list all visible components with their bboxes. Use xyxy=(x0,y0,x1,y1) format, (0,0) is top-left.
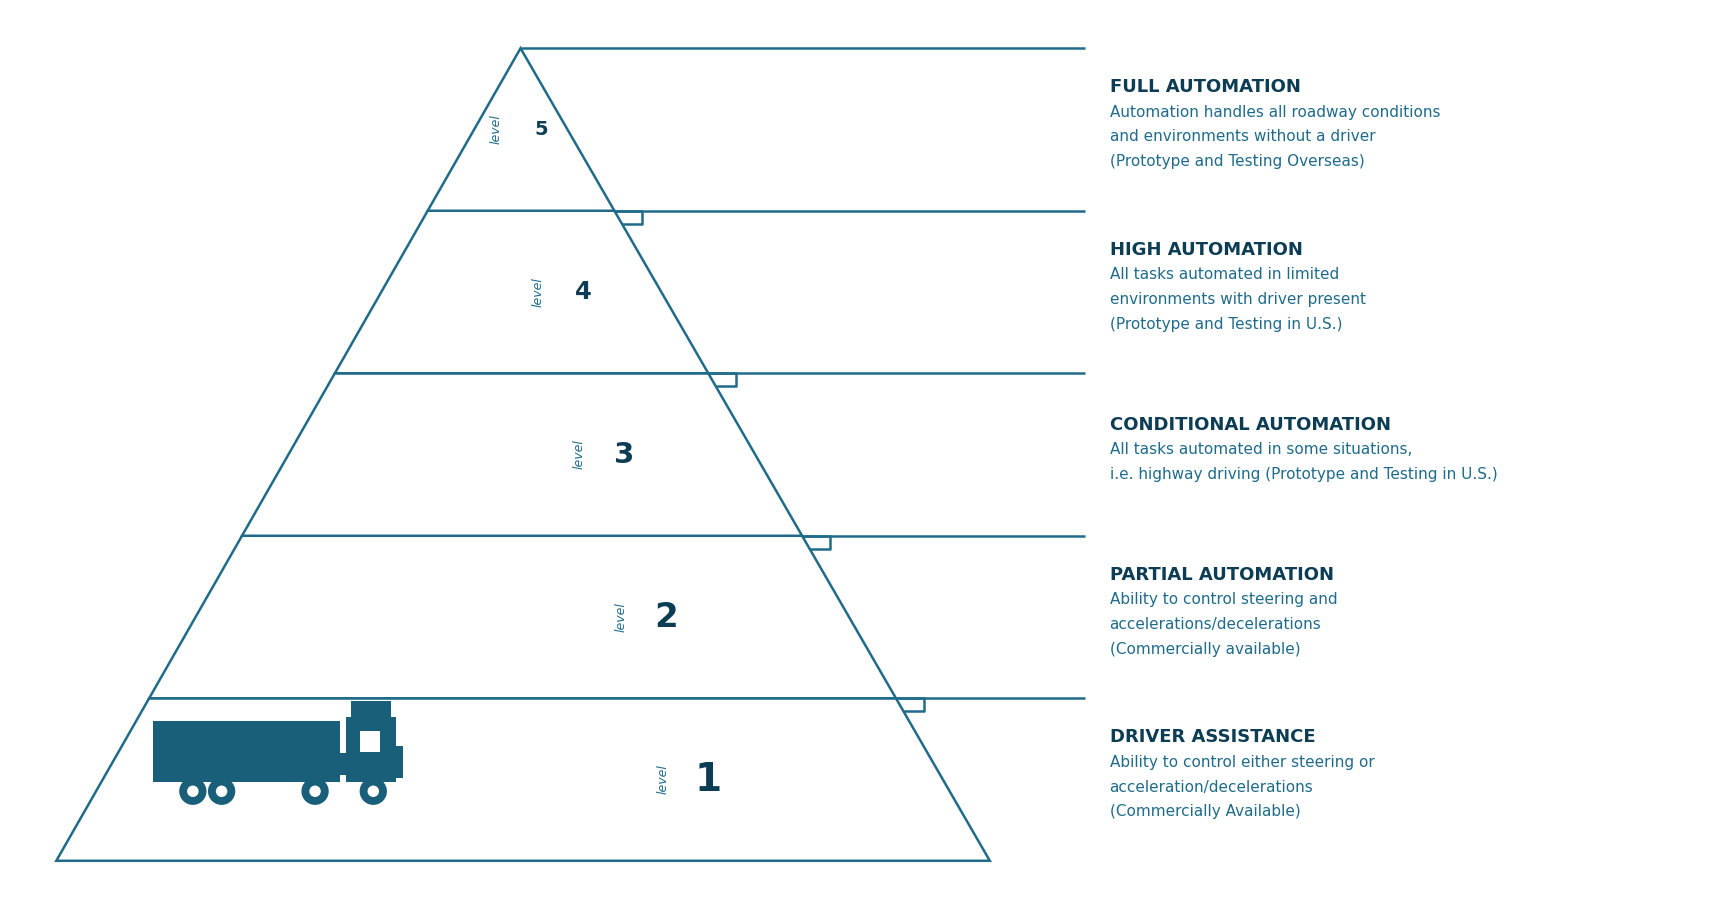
Circle shape xyxy=(208,778,235,805)
Bar xyxy=(346,717,396,781)
Text: level: level xyxy=(656,765,670,794)
Text: Automation handles all roadway conditions: Automation handles all roadway condition… xyxy=(1109,105,1439,119)
Text: level: level xyxy=(490,115,503,145)
Polygon shape xyxy=(149,536,896,698)
Text: 1: 1 xyxy=(694,760,721,799)
Circle shape xyxy=(216,786,227,797)
Polygon shape xyxy=(57,698,990,861)
Text: environments with driver present: environments with driver present xyxy=(1109,292,1365,307)
Circle shape xyxy=(310,786,320,797)
Circle shape xyxy=(360,778,388,805)
Bar xyxy=(360,732,381,752)
Text: (Commercially available): (Commercially available) xyxy=(1109,642,1301,657)
Text: and environments without a driver: and environments without a driver xyxy=(1109,129,1375,145)
Text: (Commercially Available): (Commercially Available) xyxy=(1109,804,1301,820)
Text: All tasks automated in limited: All tasks automated in limited xyxy=(1109,267,1339,282)
Polygon shape xyxy=(427,49,614,211)
Bar xyxy=(154,721,341,781)
Circle shape xyxy=(367,786,379,797)
Circle shape xyxy=(180,778,206,805)
Text: (Prototype and Testing in U.S.): (Prototype and Testing in U.S.) xyxy=(1109,317,1342,332)
Polygon shape xyxy=(242,373,803,536)
Text: 4: 4 xyxy=(574,280,592,304)
Text: DRIVER ASSISTANCE: DRIVER ASSISTANCE xyxy=(1109,728,1315,746)
Text: CONDITIONAL AUTOMATION: CONDITIONAL AUTOMATION xyxy=(1109,415,1391,434)
Text: i.e. highway driving (Prototype and Testing in U.S.): i.e. highway driving (Prototype and Test… xyxy=(1109,467,1498,482)
Text: 3: 3 xyxy=(614,440,635,469)
Circle shape xyxy=(187,786,199,797)
Bar xyxy=(396,746,403,779)
Polygon shape xyxy=(336,211,708,373)
Text: level: level xyxy=(614,602,628,632)
Bar xyxy=(337,753,346,775)
Circle shape xyxy=(301,778,329,805)
Text: level: level xyxy=(573,439,586,470)
Text: FULL AUTOMATION: FULL AUTOMATION xyxy=(1109,78,1301,96)
Text: acceleration/decelerations: acceleration/decelerations xyxy=(1109,779,1313,794)
Text: accelerations/decelerations: accelerations/decelerations xyxy=(1109,617,1322,632)
Text: 2: 2 xyxy=(654,601,678,634)
Text: 5: 5 xyxy=(535,120,548,139)
Text: (Prototype and Testing Overseas): (Prototype and Testing Overseas) xyxy=(1109,154,1365,170)
Text: Ability to control steering and: Ability to control steering and xyxy=(1109,592,1337,607)
Text: HIGH AUTOMATION: HIGH AUTOMATION xyxy=(1109,240,1303,259)
Bar xyxy=(351,702,391,717)
Text: PARTIAL AUTOMATION: PARTIAL AUTOMATION xyxy=(1109,566,1334,583)
Text: level: level xyxy=(531,277,545,307)
Text: All tasks automated in some situations,: All tasks automated in some situations, xyxy=(1109,442,1412,457)
Text: Ability to control either steering or: Ability to control either steering or xyxy=(1109,755,1374,769)
